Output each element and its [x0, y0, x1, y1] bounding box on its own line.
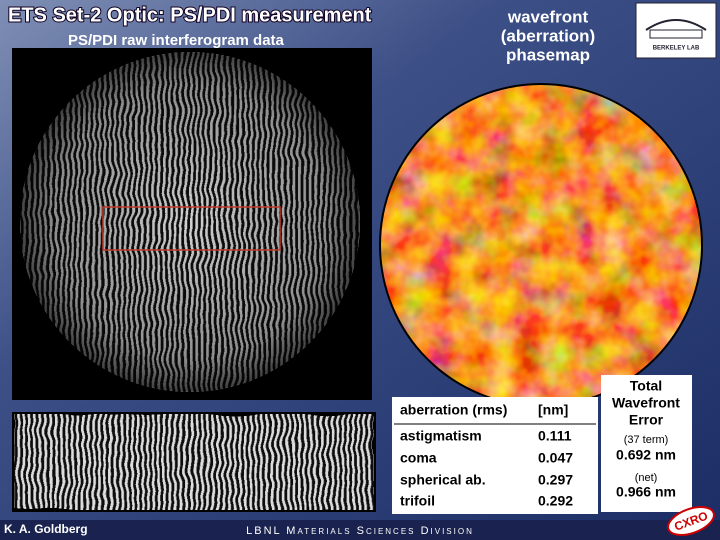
table-cell: 0.047: [538, 450, 573, 466]
table-cell: 0.111: [538, 428, 572, 444]
interferogram: [12, 48, 372, 400]
term-value: 0.692 nm: [616, 447, 676, 463]
title: ETS Set-2 Optic: PS/PDI measurement: [8, 4, 372, 26]
berkeley-logo: BERKELEY LAB: [635, 2, 717, 59]
logo-text: BERKELEY LAB: [653, 46, 700, 52]
total-title: Wavefront: [612, 395, 680, 411]
table-header: [nm]: [538, 402, 568, 418]
phasemap-label: wavefront (aberration) phasemap: [501, 7, 595, 64]
net-label: (net): [635, 472, 658, 484]
table-cell: astigmatism: [400, 428, 482, 444]
table-cell: coma: [400, 450, 437, 466]
table-cell: spherical ab.: [400, 472, 486, 488]
label-line: phasemap: [506, 45, 590, 64]
label-line: wavefront: [507, 7, 589, 26]
net-value: 0.966 nm: [616, 484, 676, 500]
cxro-badge: CXRO: [667, 506, 715, 536]
term-label: (37 term): [624, 434, 669, 446]
table-cell: 0.297: [538, 472, 573, 488]
total-title: Total: [630, 378, 662, 394]
table-cell: 0.292: [538, 493, 573, 509]
total-error-box: Total Wavefront Error (37 term) 0.692 nm…: [601, 375, 692, 512]
label-line: (aberration): [501, 26, 595, 45]
total-title: Error: [629, 412, 664, 428]
table-header: aberration (rms): [400, 402, 507, 418]
division: LBNL Materials Sciences Division: [246, 525, 474, 537]
aberration-table: aberration (rms) [nm] astigmatism 0.111 …: [392, 397, 598, 514]
footer-bar: [0, 520, 720, 540]
table-cell: trifoil: [400, 493, 435, 509]
phasemap: [379, 83, 703, 407]
subtitle: PS/PDI raw interferogram data: [68, 32, 285, 49]
author: K. A. Goldberg: [4, 522, 88, 536]
interferogram-zoom: [12, 412, 376, 512]
